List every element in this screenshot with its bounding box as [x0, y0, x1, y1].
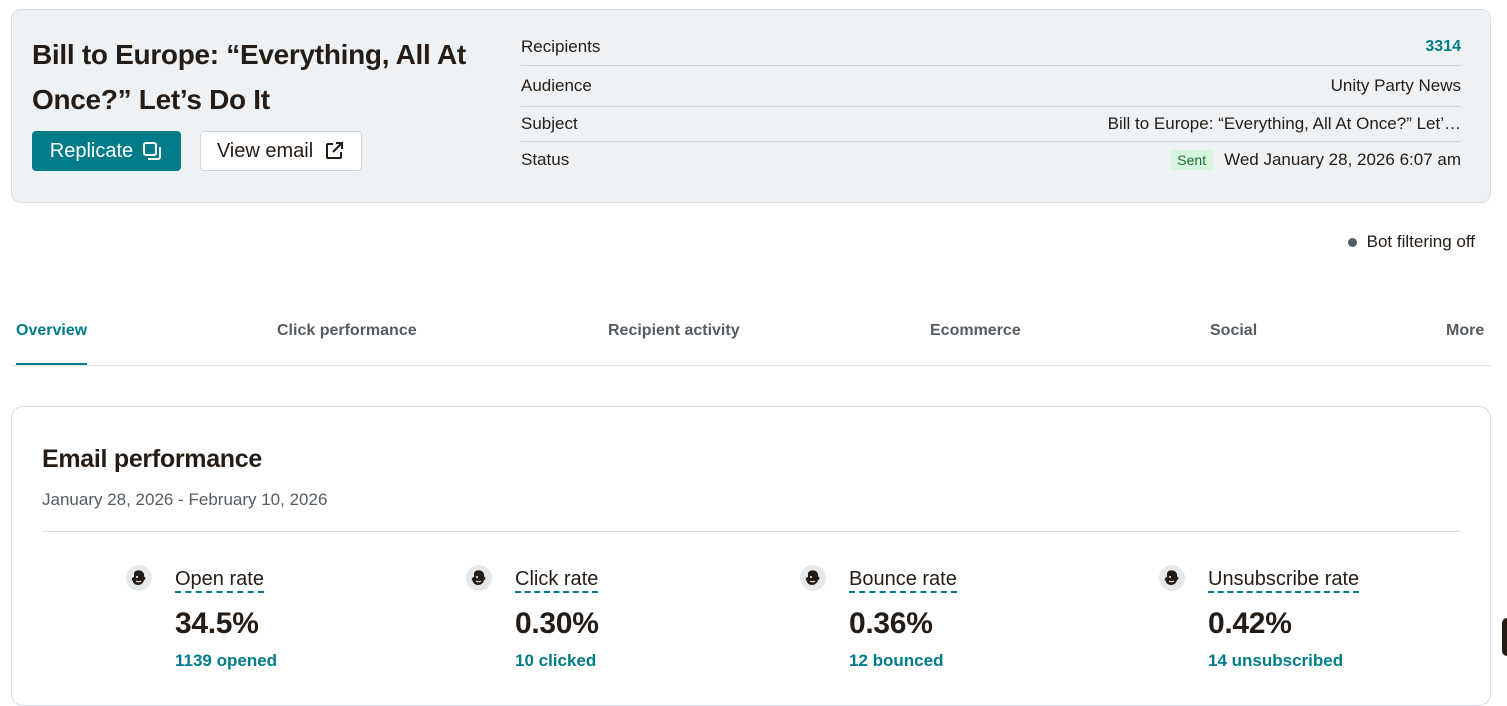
audience-row: Audience Unity Party News — [521, 66, 1461, 107]
status-date: Wed January 28, 2026 6:07 am — [1224, 149, 1461, 169]
bounce-rate-value: 0.36% — [849, 607, 933, 640]
divider — [42, 531, 1460, 532]
mailchimp-freddie-icon — [466, 565, 492, 591]
audience-value: Unity Party News — [1330, 76, 1461, 95]
email-performance-title: Email performance — [42, 445, 262, 473]
bounced-count-link[interactable]: 12 bounced — [849, 651, 944, 670]
report-tabs: Overview Click performance Recipient act… — [11, 300, 1491, 366]
view-email-button[interactable]: View email — [200, 131, 362, 171]
bot-filtering-label: Bot filtering off — [1366, 232, 1475, 251]
tab-recipient-activity[interactable]: Recipient activity — [608, 322, 740, 339]
mailchimp-freddie-icon — [1159, 565, 1185, 591]
bot-filtering-toggle[interactable]: Bot filtering off — [1347, 232, 1475, 252]
opened-count-link[interactable]: 1139 opened — [175, 651, 278, 670]
view-email-label: View email — [216, 139, 314, 162]
recipients-row: Recipients 3314 — [521, 28, 1461, 66]
feedback-side-tab[interactable] — [1502, 618, 1507, 656]
tab-click-performance[interactable]: Click performance — [277, 322, 417, 339]
email-performance-card: Email performance January 28, 2026 - Feb… — [11, 406, 1491, 706]
mailchimp-freddie-icon — [800, 565, 826, 591]
clicked-count-link[interactable]: 10 clicked — [515, 651, 597, 670]
copy-icon — [141, 140, 163, 162]
replicate-label: Replicate — [49, 139, 134, 162]
subject-row: Subject Bill to Europe: “Everything, All… — [521, 107, 1461, 142]
tab-ecommerce[interactable]: Ecommerce — [930, 322, 1021, 339]
status-dot-icon — [1347, 237, 1357, 247]
campaign-details: Recipients 3314 Audience Unity Party New… — [521, 28, 1461, 177]
unsubscribe-rate-label[interactable]: Unsubscribe rate — [1208, 567, 1360, 593]
unsubscribe-rate-value: 0.42% — [1208, 607, 1292, 640]
subject-value: Bill to Europe: “Everything, All At Once… — [1107, 114, 1461, 133]
tab-more[interactable]: More — [1446, 322, 1485, 339]
tab-social[interactable]: Social — [1210, 322, 1258, 339]
mailchimp-freddie-icon — [126, 565, 152, 591]
recipients-label: Recipients — [521, 36, 601, 56]
open-rate-label[interactable]: Open rate — [175, 567, 264, 593]
recipients-count-link[interactable]: 3314 — [1425, 37, 1461, 55]
audience-label: Audience — [521, 76, 592, 95]
tab-overview[interactable]: Overview — [16, 322, 88, 365]
bounce-rate-label[interactable]: Bounce rate — [849, 567, 957, 593]
open-rate-value: 34.5% — [175, 607, 259, 640]
status-label: Status — [521, 149, 570, 169]
subject-label: Subject — [521, 114, 578, 133]
unsubscribed-count-link[interactable]: 14 unsubscribed — [1208, 651, 1344, 670]
click-rate-value: 0.30% — [515, 607, 599, 640]
replicate-button[interactable]: Replicate — [32, 131, 181, 171]
campaign-title: Bill to Europe: “Everything, All At Once… — [32, 39, 466, 115]
external-link-icon — [323, 140, 345, 162]
status-row: Status Sent Wed January 28, 2026 6:07 am — [521, 142, 1461, 177]
status-badge: Sent — [1170, 149, 1214, 170]
click-rate-label[interactable]: Click rate — [515, 567, 599, 593]
date-range: January 28, 2026 - February 10, 2026 — [42, 490, 328, 509]
status-value: Sent Wed January 28, 2026 6:07 am — [1170, 149, 1461, 170]
campaign-summary-card: Bill to Europe: “Everything, All At Once… — [11, 9, 1491, 203]
